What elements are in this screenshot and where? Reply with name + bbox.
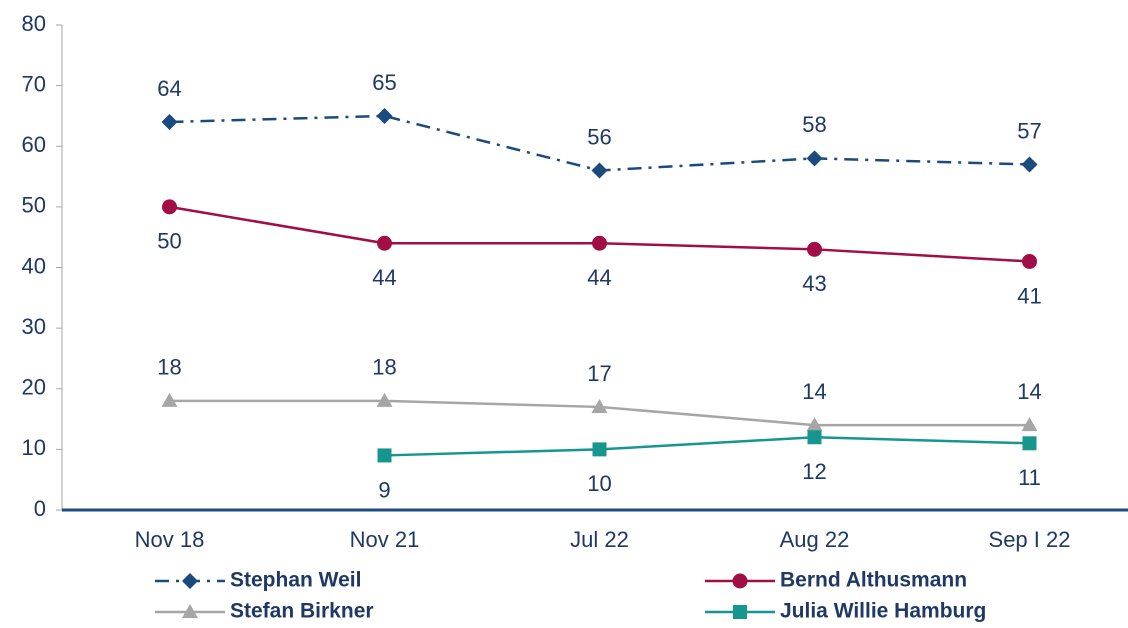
x-tick-label: Nov 21 [350, 527, 420, 552]
y-tick-label: 50 [22, 193, 46, 218]
marker [591, 398, 608, 413]
marker [377, 235, 392, 251]
marker [376, 107, 393, 124]
x-tick-label: Jul 22 [570, 527, 629, 552]
marker [591, 162, 608, 179]
y-tick-label: 0 [34, 496, 46, 521]
y-tick-label: 60 [22, 132, 46, 157]
marker [806, 417, 823, 432]
data-label: 18 [157, 355, 181, 380]
marker [376, 392, 393, 407]
y-tick-label: 20 [22, 375, 46, 400]
y-tick-label: 30 [22, 314, 46, 339]
data-label: 18 [372, 355, 396, 380]
data-label: 65 [372, 70, 396, 95]
series-line [384, 435, 1030, 457]
marker [161, 114, 178, 130]
legend-label: Julia Willie Hamburg [780, 600, 986, 623]
marker [161, 392, 178, 407]
data-label: 56 [587, 124, 611, 149]
legend-marker [182, 573, 198, 589]
marker [1022, 436, 1037, 451]
data-label: 9 [378, 477, 390, 502]
legend-label: Stefan Birkner [230, 600, 374, 623]
data-label: 41 [1017, 283, 1041, 308]
y-tick-label: 70 [22, 71, 46, 96]
data-label: 64 [157, 76, 181, 101]
data-label: 58 [802, 112, 826, 137]
marker [162, 199, 177, 215]
data-label: 14 [1017, 379, 1041, 404]
marker [592, 442, 607, 457]
series-line [169, 205, 1030, 263]
data-label: 44 [587, 265, 611, 290]
data-label: 10 [587, 471, 611, 496]
marker [377, 448, 392, 463]
data-label: 43 [802, 271, 826, 296]
x-tick-label: Sep I 22 [989, 527, 1071, 552]
legend-marker [732, 573, 748, 589]
legend-marker [182, 604, 198, 618]
marker [806, 150, 823, 167]
marker [1022, 253, 1037, 269]
legend-label: Bernd Althusmann [780, 569, 967, 592]
data-label: 17 [587, 361, 611, 386]
marker [1021, 156, 1038, 173]
data-label: 14 [802, 379, 826, 404]
data-label: 57 [1017, 118, 1041, 143]
marker [807, 430, 822, 445]
y-tick-label: 40 [22, 253, 46, 278]
data-label: 50 [157, 229, 181, 254]
marker [592, 235, 607, 251]
y-tick-label: 10 [22, 435, 46, 460]
marker [1021, 417, 1038, 432]
data-label: 11 [1018, 465, 1041, 490]
y-tick-label: 80 [22, 11, 46, 36]
data-label: 12 [802, 459, 826, 484]
legend-label: Stephan Weil [230, 569, 361, 592]
legend-marker [733, 605, 747, 619]
data-label: 44 [372, 265, 396, 290]
x-tick-label: Nov 18 [135, 527, 205, 552]
x-tick-label: Aug 22 [780, 527, 850, 552]
marker [807, 241, 822, 257]
